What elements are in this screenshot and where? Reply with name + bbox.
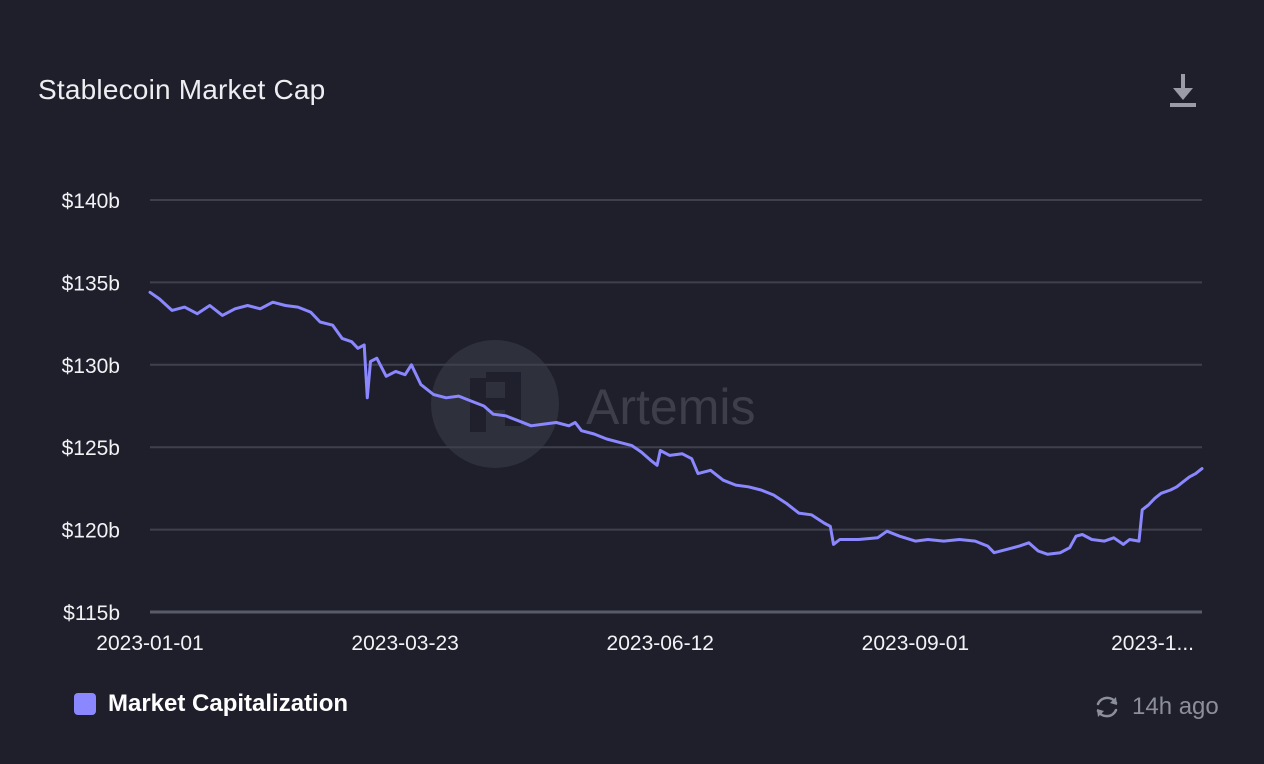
x-tick-label: 2023-1... bbox=[1111, 632, 1194, 655]
download-icon[interactable] bbox=[1166, 70, 1200, 114]
legend-swatch bbox=[74, 693, 96, 715]
line-chart: Artemis $115b $120b $125b $130b $135b $140b 2… bbox=[62, 190, 1204, 655]
y-tick-label: $125b bbox=[62, 437, 120, 460]
y-tick-label: $140b bbox=[62, 190, 120, 213]
refresh-icon[interactable] bbox=[1092, 692, 1122, 722]
y-tick-label: $115b bbox=[63, 602, 120, 625]
series-line-market-capitalization[interactable] bbox=[148, 290, 1204, 556]
x-tick-label: 2023-03-23 bbox=[351, 632, 458, 655]
chart-title: Stablecoin Market Cap bbox=[38, 74, 326, 105]
x-tick-label: 2023-01-01 bbox=[96, 632, 203, 655]
x-tick-label: 2023-06-12 bbox=[607, 632, 714, 655]
y-tick-label: $120b bbox=[62, 520, 120, 543]
watermark: Artemis bbox=[431, 340, 755, 468]
legend-item-market-capitalization[interactable]: Market Capitalization bbox=[74, 690, 348, 718]
y-tick-label: $130b bbox=[62, 355, 120, 378]
x-tick-label: 2023-09-01 bbox=[862, 632, 969, 655]
last-updated-text: 14h ago bbox=[1132, 693, 1219, 720]
legend-label: Market Capitalization bbox=[108, 690, 349, 717]
y-tick-label: $135b bbox=[62, 272, 120, 295]
last-updated: 14h ago bbox=[1092, 692, 1219, 722]
watermark-text: Artemis bbox=[586, 379, 755, 435]
